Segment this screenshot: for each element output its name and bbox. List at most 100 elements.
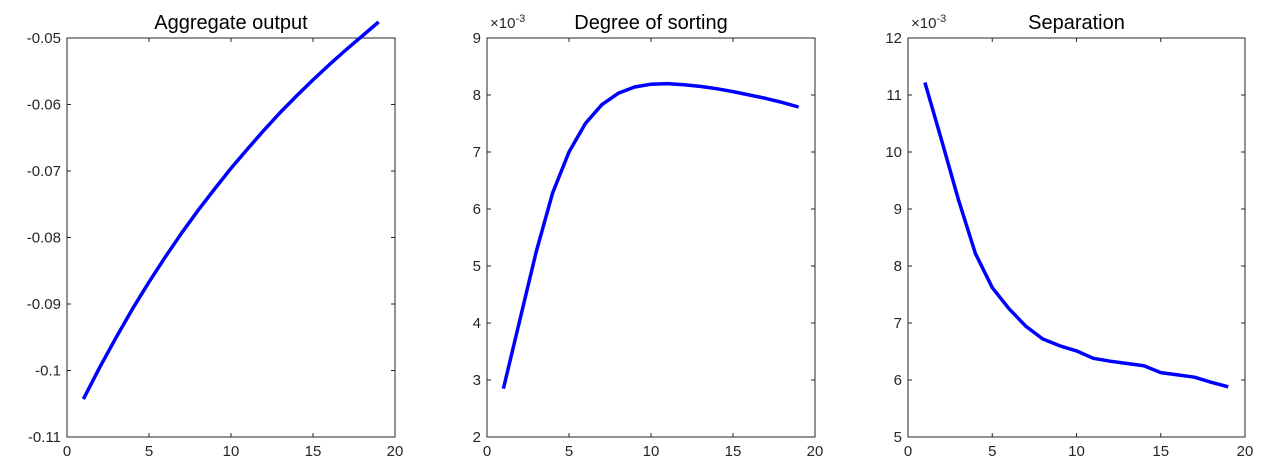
axis-multiplier: ×10-3	[490, 13, 525, 32]
axis-multiplier-exponent: -3	[936, 13, 946, 25]
data-point	[115, 336, 118, 339]
x-tick-label: 10	[643, 443, 660, 460]
data-point	[518, 319, 521, 322]
y-tick-label: 12	[885, 30, 902, 47]
data-point	[197, 209, 200, 212]
data-point	[295, 94, 298, 97]
data-point	[1092, 357, 1095, 360]
data-point	[699, 85, 702, 88]
data-point	[131, 307, 134, 310]
y-tick-label: 11	[886, 87, 902, 104]
y-tick-label: 2	[473, 429, 481, 446]
data-point	[650, 83, 653, 86]
data-point	[1024, 325, 1027, 328]
x-tick-label: 5	[988, 443, 996, 460]
x-tick-label: 15	[725, 443, 742, 460]
y-tick-label: 6	[473, 201, 481, 218]
data-point	[344, 48, 347, 51]
data-point	[991, 286, 994, 289]
x-tick-label: 0	[63, 443, 71, 460]
y-tick-label: 9	[473, 30, 481, 47]
data-point	[535, 250, 538, 253]
y-tick-label: 7	[894, 315, 902, 332]
data-point	[361, 35, 364, 38]
data-point	[1159, 371, 1162, 374]
data-point	[748, 94, 751, 97]
x-tick-label: 5	[565, 443, 573, 460]
data-point	[148, 281, 151, 284]
data-point	[180, 231, 183, 234]
data-point	[617, 92, 620, 95]
data-point	[764, 97, 767, 100]
x-tick-label: 15	[1152, 443, 1169, 460]
data-point	[328, 63, 331, 66]
data-point	[1193, 376, 1196, 379]
data-point	[262, 129, 265, 132]
y-tick-label: 9	[894, 201, 902, 218]
data-point	[1142, 364, 1145, 367]
data-point	[82, 398, 85, 401]
data-point	[666, 82, 669, 85]
data-point	[633, 86, 636, 89]
y-tick-label: 7	[473, 144, 481, 161]
data-point	[957, 198, 960, 201]
x-tick-label: 20	[1237, 443, 1254, 460]
data-point	[1075, 349, 1078, 352]
y-tick-label: -0.05	[27, 30, 61, 47]
x-tick-label: 10	[223, 443, 240, 460]
series-line	[81, 20, 380, 400]
series-line	[923, 82, 1229, 389]
chart-title: Separation	[1028, 12, 1125, 34]
x-tick-label: 15	[305, 443, 322, 460]
y-tick-label: -0.11	[28, 429, 61, 446]
plot-area	[66, 37, 396, 438]
series-line	[501, 81, 800, 390]
y-tick-label: 8	[473, 87, 481, 104]
data-point	[568, 151, 571, 154]
y-tick-label: 4	[473, 315, 481, 332]
data-point	[781, 101, 784, 104]
data-point	[1008, 307, 1011, 310]
y-tick-label: 3	[473, 372, 481, 389]
data-point	[1126, 362, 1129, 365]
data-point	[279, 111, 282, 114]
data-point	[682, 83, 685, 86]
data-point	[1109, 360, 1112, 363]
data-point	[732, 90, 735, 93]
chart-panel-2: 0 5 10 15 20 2 3 4 5 6 7 8 9 Degree of sorting ×10-3	[473, 12, 824, 460]
y-tick-label: 5	[894, 429, 902, 446]
data-point	[502, 387, 505, 390]
y-tick-label: -0.08	[27, 230, 61, 247]
data-point	[923, 81, 926, 84]
data-point	[584, 122, 587, 125]
x-tick-label: 20	[387, 443, 404, 460]
y-tick-label: -0.1	[35, 363, 61, 380]
data-point	[1227, 385, 1230, 388]
axis-multiplier: ×10-3	[911, 13, 946, 32]
chart-title: Degree of sorting	[574, 12, 727, 34]
y-tick-label: 6	[894, 372, 902, 389]
data-point	[312, 78, 315, 81]
chart-title: Aggregate output	[154, 12, 308, 34]
data-point	[1176, 373, 1179, 376]
y-tick-label: 8	[894, 258, 902, 275]
chart-panel-1: 0 5 10 15 20 -0.11 -0.1 -0.09 -0.08 -0.07 -0.06 -0.…	[27, 12, 404, 460]
data-point	[164, 255, 167, 258]
y-tick-label: 10	[885, 144, 902, 161]
data-point	[246, 148, 249, 151]
data-point	[940, 139, 943, 142]
y-tick-label: 5	[473, 258, 481, 275]
x-tick-label: 0	[904, 443, 912, 460]
data-point	[1210, 381, 1213, 384]
data-point	[213, 187, 216, 190]
axis-multiplier-exponent: -3	[515, 13, 525, 25]
data-point	[715, 87, 718, 90]
y-tick-label: -0.07	[27, 163, 61, 180]
data-point	[551, 192, 554, 195]
x-tick-label: 5	[145, 443, 153, 460]
data-point	[1041, 337, 1044, 340]
data-point	[974, 252, 977, 255]
data-point	[1058, 344, 1061, 347]
